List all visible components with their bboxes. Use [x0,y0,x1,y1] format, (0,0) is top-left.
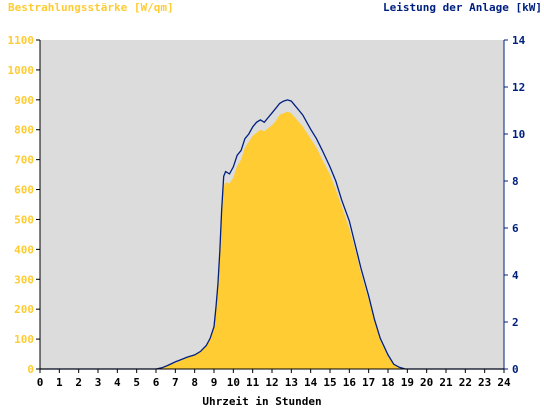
x-tick-label: 9 [211,376,218,389]
left-tick-label: 1100 [8,34,35,47]
left-tick-label: 0 [27,363,34,376]
x-tick-label: 2 [75,376,82,389]
left-tick-label: 300 [14,273,34,286]
x-axis-title: Uhrzeit in Stunden [202,395,321,408]
x-tick-label: 14 [304,376,318,389]
x-tick-label: 21 [439,376,453,389]
x-tick-label: 17 [362,376,375,389]
left-tick-label: 600 [14,184,34,197]
x-tick-label: 24 [497,376,511,389]
right-tick-label: 6 [512,222,519,235]
right-tick-label: 12 [512,81,525,94]
irradiance-area [40,111,504,370]
x-tick-label: 23 [478,376,491,389]
x-tick-label: 12 [265,376,278,389]
right-tick-label: 10 [512,128,525,141]
power-line [40,99,504,370]
x-tick-label: 13 [285,376,298,389]
right-tick-label: 8 [512,175,519,188]
right-axis-title: Leistung der Anlage [kW] [383,1,542,14]
left-tick-label: 700 [14,154,34,167]
right-tick-label: 0 [512,363,519,376]
x-tick-label: 18 [381,376,394,389]
left-tick-label: 100 [14,333,34,346]
left-tick-label: 500 [14,213,34,226]
x-tick-label: 10 [227,376,240,389]
x-tick-label: 20 [420,376,433,389]
x-tick-label: 7 [172,376,179,389]
left-tick-label: 900 [14,94,34,107]
axes-layer: 0100200300400500600700800900100011000246… [8,34,526,389]
x-tick-label: 5 [133,376,140,389]
x-tick-label: 0 [37,376,44,389]
x-tick-label: 3 [95,376,102,389]
x-tick-label: 1 [56,376,63,389]
x-tick-label: 15 [323,376,336,389]
right-tick-label: 2 [512,316,519,329]
left-tick-label: 800 [14,124,34,137]
left-tick-label: 1000 [8,64,35,77]
x-tick-label: 6 [153,376,160,389]
left-axis-title: Bestrahlungsstärke [W/qm] [8,1,174,14]
x-tick-label: 16 [343,376,357,389]
right-tick-label: 14 [512,34,526,47]
series-layer [40,99,504,370]
left-tick-label: 400 [14,243,34,256]
x-tick-label: 11 [246,376,260,389]
x-tick-label: 22 [459,376,472,389]
left-tick-label: 200 [14,303,34,316]
right-tick-label: 4 [512,269,519,282]
x-tick-label: 4 [114,376,121,389]
x-tick-label: 19 [401,376,414,389]
x-tick-label: 8 [191,376,198,389]
